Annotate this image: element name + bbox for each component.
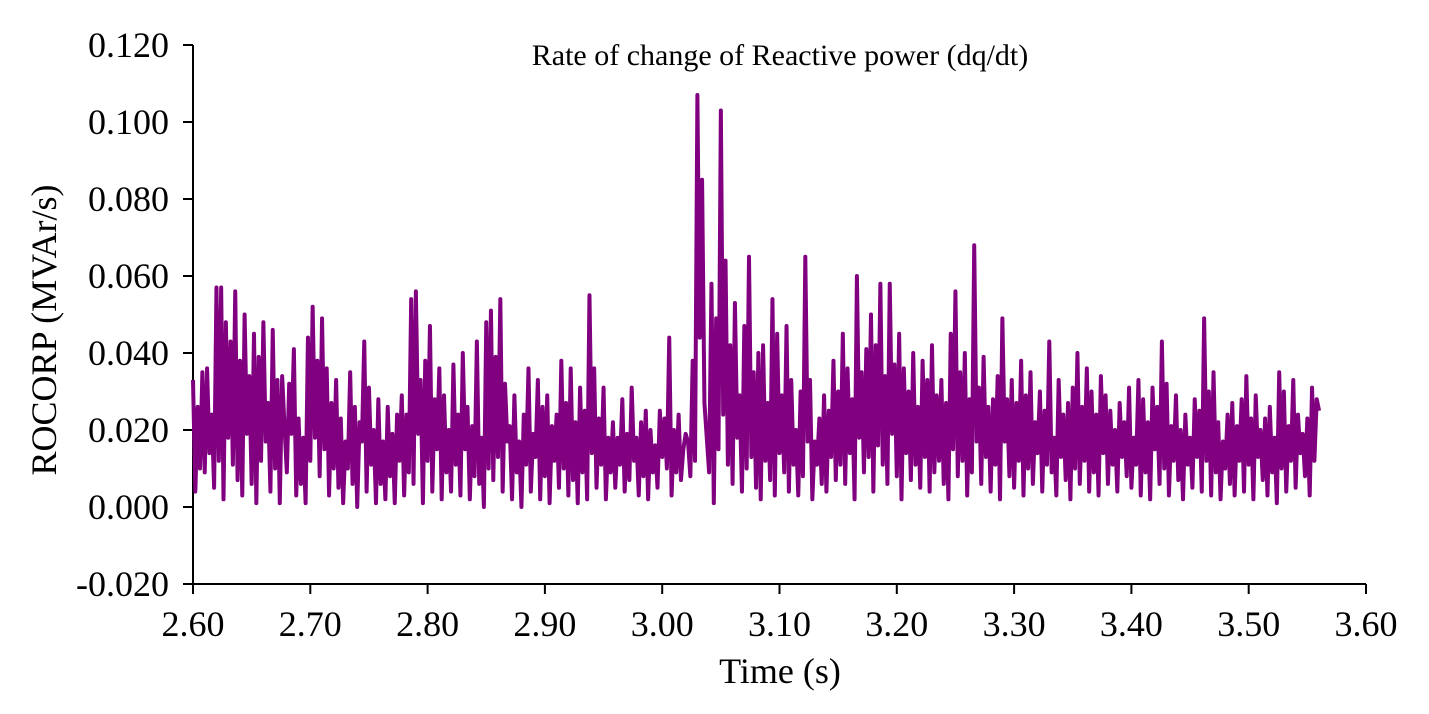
y-tick-label: 0.000	[88, 487, 169, 527]
chart-title: Rate of change of Reactive power (dq/dt)	[532, 39, 1028, 72]
y-tick-label: 0.040	[88, 333, 169, 373]
series-group	[191, 93, 1322, 509]
y-tick-label: 0.120	[88, 25, 169, 65]
y-tick-label: 0.020	[88, 410, 169, 450]
x-tick-label: 2.80	[396, 604, 459, 644]
x-tick-label: 2.70	[279, 604, 342, 644]
x-tick-label: 3.50	[1217, 604, 1280, 644]
x-tick-label: 3.60	[1335, 604, 1398, 644]
y-tick-label: -0.020	[76, 564, 169, 604]
x-axis-title: Time (s)	[719, 651, 841, 691]
y-tick-label: 0.080	[88, 179, 169, 219]
x-tick-label: 2.90	[513, 604, 576, 644]
x-tick-label: 2.60	[162, 604, 225, 644]
x-tick-label: 3.20	[865, 604, 928, 644]
x-tick-label: 3.10	[748, 604, 811, 644]
y-axis-title: ROCORP (MVAr/s)	[24, 184, 64, 475]
y-axis-ticks: -0.020 0.000 0.020 0.040 0.060 0.080 0.100 0.12…	[76, 25, 193, 604]
y-tick-label: 0.100	[88, 102, 169, 142]
x-tick-label: 3.30	[983, 604, 1046, 644]
x-axis-ticks: 2.60 2.70 2.80 2.90 3.00 3.10 3.20 3.30 3.40 3.50…	[162, 584, 1398, 644]
y-tick-label: 0.060	[88, 256, 169, 296]
x-tick-label: 3.00	[631, 604, 694, 644]
series-line-rocorp	[191, 93, 1322, 509]
x-tick-label: 3.40	[1100, 604, 1163, 644]
